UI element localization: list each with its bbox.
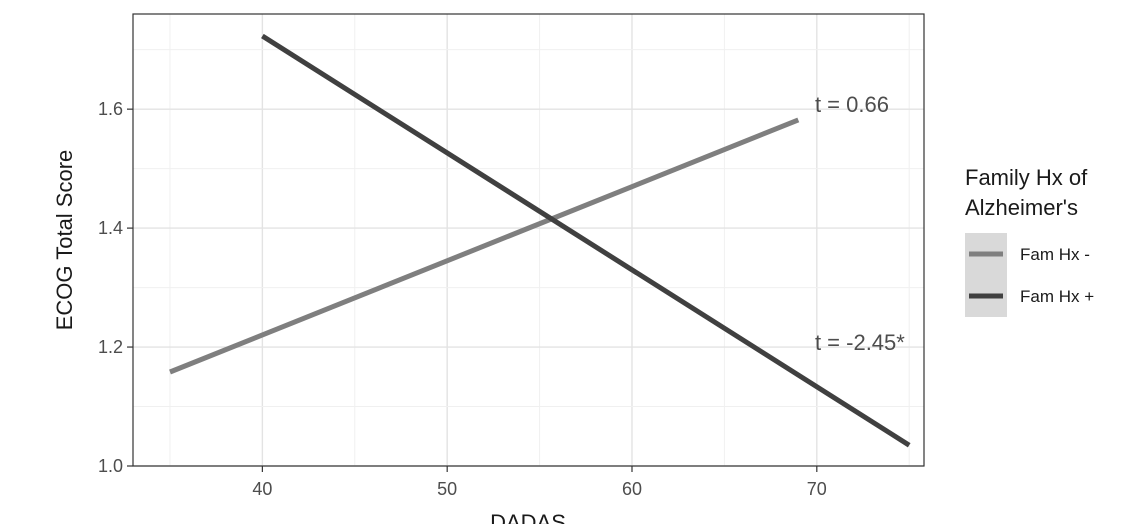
x-tick-label-2: 60	[622, 479, 642, 499]
legend: Family Hx of Alzheimer's Fam Hx - Fam Hx …	[965, 165, 1094, 317]
y-tick-label-2: 1.4	[98, 218, 123, 238]
x-tick-label-1: 50	[437, 479, 457, 499]
legend-label-0: Fam Hx -	[1020, 245, 1090, 264]
legend-label-1: Fam Hx +	[1020, 287, 1094, 306]
legend-key-background	[965, 233, 1007, 317]
annotation-1: t = -2.45*	[815, 330, 905, 355]
panel-border	[132, 13, 925, 467]
series-line-1	[261, 33, 911, 448]
axis-ticks: 40 50 60 70 1.0 1.2 1.4 1.6	[98, 99, 827, 499]
y-tick-label-1: 1.2	[98, 337, 123, 357]
x-axis-title: DADAS	[490, 510, 566, 524]
y-axis-title: ECOG Total Score	[52, 150, 77, 331]
legend-title-line-2: Alzheimer's	[965, 195, 1078, 220]
y-tick-label-0: 1.0	[98, 456, 123, 476]
series-lines	[169, 33, 911, 448]
x-tick-label-3: 70	[807, 479, 827, 499]
series-line-0	[169, 117, 800, 375]
y-tick-label-3: 1.6	[98, 99, 123, 119]
panel-background	[133, 14, 924, 466]
annotations: t = 0.66 t = -2.45*	[815, 92, 905, 355]
annotation-0: t = 0.66	[815, 92, 889, 117]
legend-title-line-1: Family Hx of	[965, 165, 1088, 190]
x-tick-label-0: 40	[252, 479, 272, 499]
